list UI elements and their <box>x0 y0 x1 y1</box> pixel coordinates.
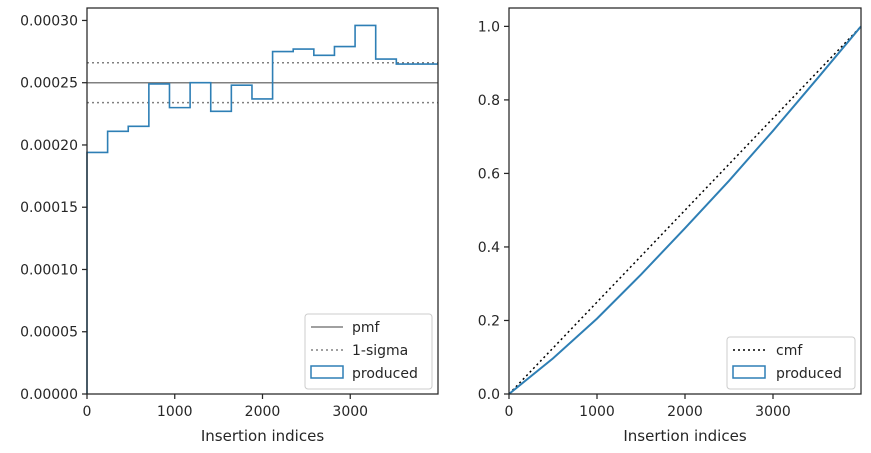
left-ticks: 0 1000 2000 3000 0.00000 0.00005 0.00010 0.0001… <box>20 13 368 420</box>
right-xtick-label: 2000 <box>667 404 703 420</box>
right-xlabel: Insertion indices <box>623 427 746 445</box>
right-ytick-label: 0.2 <box>478 313 500 329</box>
right-ticks: 0 1000 2000 3000 0.0 0.2 0.4 0.6 0.8 1.0 <box>478 19 791 420</box>
left-ytick-label: 0.00015 <box>20 200 78 216</box>
right-legend: cmf produced <box>726 336 856 390</box>
left-ytick-label: 0.00005 <box>20 325 78 341</box>
chart-left: 0 1000 2000 3000 0.00000 0.00005 0.00010 0.0001… <box>20 7 439 445</box>
right-xtick-label: 3000 <box>755 404 791 420</box>
left-legend-produced: produced <box>352 366 418 382</box>
left-legend: pmf 1-sigma produced <box>304 313 433 390</box>
produced-cdf-line <box>508 25 862 395</box>
left-ytick-label: 0.00020 <box>20 138 78 154</box>
left-legend-produced-swatch <box>310 365 344 379</box>
right-ytick-label: 0.8 <box>478 93 500 109</box>
left-marks <box>86 24 438 394</box>
right-xtick-label: 0 <box>505 404 514 420</box>
right-legend-cmf: cmf <box>776 343 803 359</box>
left-legend-sigma: 1-sigma <box>352 343 408 359</box>
left-xtick-label: 0 <box>83 404 92 420</box>
left-xtick-label: 3000 <box>332 404 368 420</box>
right-legend-produced: produced <box>776 366 842 382</box>
left-axes-frame <box>86 7 439 395</box>
left-xlabel: Insertion indices <box>201 427 324 445</box>
chart-right: 0 1000 2000 3000 0.0 0.2 0.4 0.6 0.8 1.0 Insertio… <box>478 7 862 445</box>
left-ytick-label: 0.00025 <box>20 76 78 92</box>
left-legend-pmf: pmf <box>352 320 381 336</box>
right-xtick-label: 1000 <box>579 404 615 420</box>
left-legend-box <box>304 313 433 390</box>
left-ytick-label: 0.00030 <box>20 13 78 29</box>
produced-histogram <box>86 24 438 394</box>
left-ytick-label: 0.00000 <box>20 387 78 403</box>
right-axes-frame <box>508 7 862 395</box>
left-xtick-label: 2000 <box>245 404 281 420</box>
left-ytick-label: 0.00010 <box>20 262 78 278</box>
right-ytick-label: 0.0 <box>478 387 500 403</box>
right-legend-produced-swatch <box>732 365 766 379</box>
right-marks <box>508 25 862 395</box>
right-ytick-label: 0.6 <box>478 166 500 182</box>
right-ytick-label: 1.0 <box>478 19 500 35</box>
left-xtick-label: 1000 <box>157 404 193 420</box>
right-ytick-label: 0.4 <box>478 240 500 256</box>
